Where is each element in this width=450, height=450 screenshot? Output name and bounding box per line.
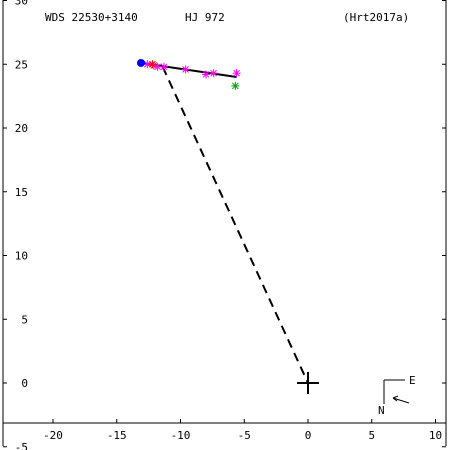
direction-arrow-icon [392,395,410,404]
x-tick-label: 0 [305,429,312,442]
y-tick-label: 25 [15,58,28,71]
observation-mark [209,69,218,78]
observation-mark [231,81,240,90]
x-tick-label: -10 [171,429,191,442]
x-tick-label: 5 [368,429,375,442]
observation-group [136,58,241,90]
tick-group: -20 -15 -10 -5 0 5 10 -5 0 5 10 15 20 25 30 [3,0,446,450]
compass: E N [378,374,416,417]
observation-mark [148,60,157,69]
y-tick-label: 5 [21,313,28,326]
observation-mark [181,65,190,74]
dashed-line [161,66,309,384]
disc-label: HJ 972 [185,11,225,24]
x-tick-label: -20 [43,429,63,442]
x-tick-label: -5 [238,429,251,442]
y-tick-label: 0 [21,377,28,390]
y-tick-label: 10 [15,250,28,263]
y-tick-label: 15 [15,186,28,199]
y-tick-label: 30 [15,0,28,8]
observation-mark [159,62,168,71]
observation-mark [232,69,241,78]
observation-mark [202,70,210,79]
first-observation-dot [136,58,145,67]
compass-east-label: E [409,374,416,387]
x-tick-label: 10 [429,429,442,442]
ref-label: (Hrt2017a) [343,11,409,24]
y-tick-label: 20 [15,122,28,135]
wds-label: WDS 22530+3140 [45,11,138,24]
y-tick-label: -5 [15,441,28,450]
compass-north-label: N [378,404,385,417]
x-tick-label: -15 [107,429,127,442]
